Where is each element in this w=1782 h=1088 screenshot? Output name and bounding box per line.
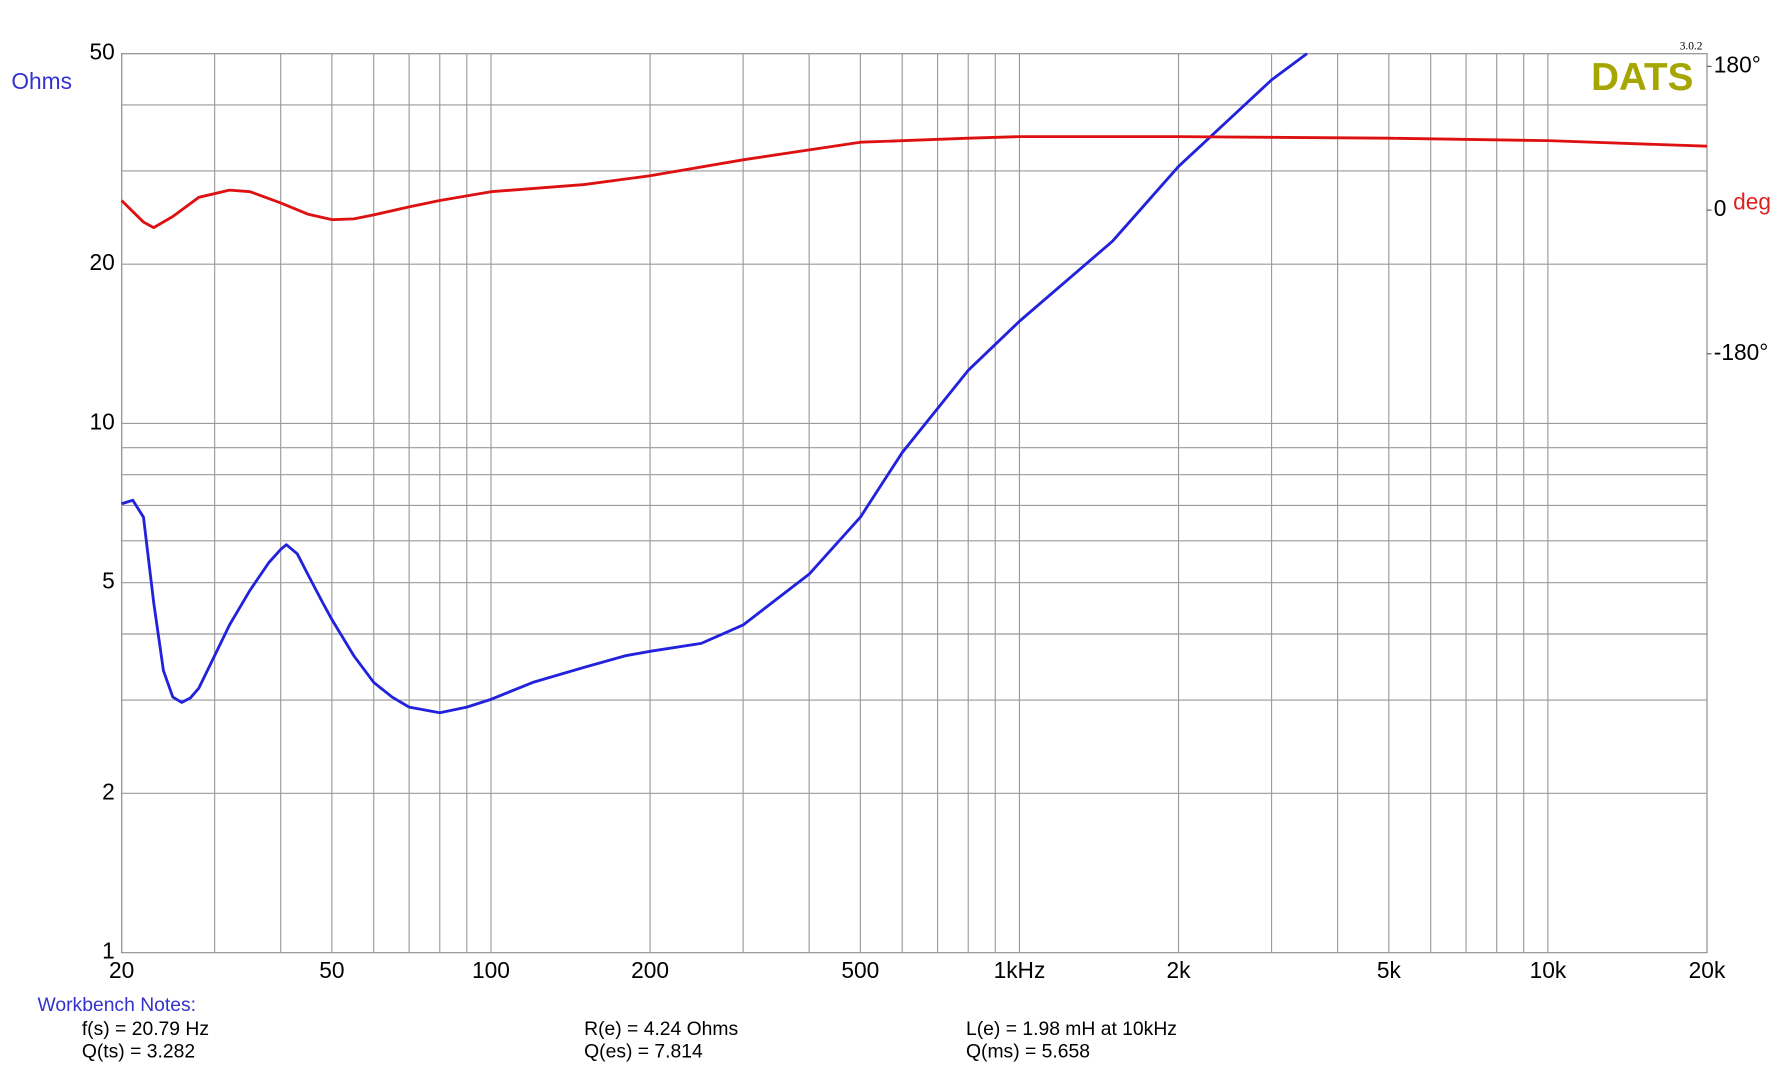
plot-frame xyxy=(121,53,1708,954)
series-line xyxy=(121,52,1308,715)
version: 3.0.2 xyxy=(1680,40,1703,52)
notes-title: Workbench Notes: xyxy=(38,995,197,1016)
x-tick-label: 20k xyxy=(1689,957,1726,983)
y2-tick-label: 180° xyxy=(1714,51,1761,77)
y2-tick-label: 0 xyxy=(1714,195,1727,221)
x-tick-label: 50 xyxy=(319,957,344,983)
note: Q(ts) = 3.282 xyxy=(82,1042,195,1063)
y2-axis-label: deg xyxy=(1733,189,1771,215)
note: Q(ms) = 5.658 xyxy=(966,1042,1090,1063)
y-tick-label: 10 xyxy=(90,408,115,434)
y-tick-label: 1 xyxy=(102,938,115,964)
note: R(e) = 4.24 Ohms xyxy=(584,1019,738,1040)
y-tick-label: 5 xyxy=(102,568,115,594)
y-tick-label: 2 xyxy=(102,778,115,804)
y-tick-label: 50 xyxy=(90,39,115,65)
x-tick-label: 5k xyxy=(1377,957,1402,983)
x-tick-label: 1kHz xyxy=(994,957,1046,983)
y-axis-label: Ohms xyxy=(11,68,72,94)
logo: DATS xyxy=(1591,56,1693,99)
note: L(e) = 1.98 mH at 10kHz xyxy=(966,1019,1177,1040)
x-tick-label: 10k xyxy=(1530,957,1567,983)
series-line xyxy=(120,135,1708,230)
x-tick-label: 2k xyxy=(1167,957,1192,983)
grid xyxy=(121,53,1708,954)
x-tick-label: 100 xyxy=(472,957,510,983)
x-tick-label: 20 xyxy=(109,957,134,983)
x-tick-label: 500 xyxy=(841,957,879,983)
note: Q(es) = 7.814 xyxy=(584,1042,703,1063)
y2-tick-label: -180° xyxy=(1714,339,1769,365)
plot xyxy=(120,52,1708,715)
note: f(s) = 20.79 Hz xyxy=(82,1019,209,1040)
y-tick-label: 20 xyxy=(90,249,115,275)
x-tick-label: 200 xyxy=(631,957,669,983)
